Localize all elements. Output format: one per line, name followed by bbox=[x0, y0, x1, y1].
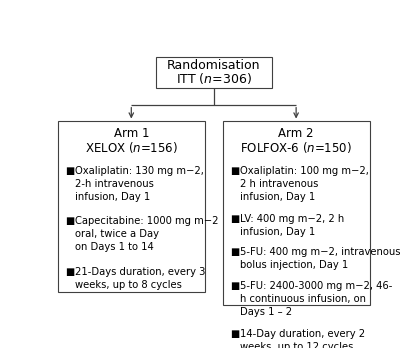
Text: Randomisation: Randomisation bbox=[167, 60, 261, 72]
Text: ■: ■ bbox=[230, 214, 239, 224]
Text: Oxaliplatin: 100 mg m−2,
2 h intravenous
infusion, Day 1: Oxaliplatin: 100 mg m−2, 2 h intravenous… bbox=[240, 166, 369, 202]
Text: Arm 1: Arm 1 bbox=[113, 127, 149, 140]
Text: LV: 400 mg m−2, 2 h
infusion, Day 1: LV: 400 mg m−2, 2 h infusion, Day 1 bbox=[240, 214, 344, 237]
Text: Oxaliplatin: 130 mg m−2,
2-h intravenous
infusion, Day 1: Oxaliplatin: 130 mg m−2, 2-h intravenous… bbox=[75, 166, 204, 202]
Text: 5-FU: 400 mg m−2, intravenous
bolus injection, Day 1: 5-FU: 400 mg m−2, intravenous bolus inje… bbox=[240, 247, 401, 270]
Text: ■: ■ bbox=[230, 166, 239, 176]
Text: ■: ■ bbox=[230, 281, 239, 291]
Text: ■: ■ bbox=[65, 216, 74, 227]
Text: ITT ($n$=306): ITT ($n$=306) bbox=[176, 71, 251, 86]
Text: Capecitabine: 1000 mg m−2
oral, twice a Day
on Days 1 to 14: Capecitabine: 1000 mg m−2 oral, twice a … bbox=[75, 216, 219, 252]
Bar bbox=[223, 121, 369, 305]
Text: XELOX ($n$=156): XELOX ($n$=156) bbox=[85, 140, 178, 155]
Text: 5-FU: 2400-3000 mg m−2, 46-
h continuous infusion, on
Days 1 – 2: 5-FU: 2400-3000 mg m−2, 46- h continuous… bbox=[240, 281, 392, 317]
Text: FOLFOX-6 ($n$=150): FOLFOX-6 ($n$=150) bbox=[240, 140, 352, 155]
Text: ■: ■ bbox=[230, 329, 239, 339]
Text: 14-Day duration, every 2
weeks, up to 12 cycles: 14-Day duration, every 2 weeks, up to 12… bbox=[240, 329, 365, 348]
Bar bbox=[156, 57, 272, 88]
Text: ■: ■ bbox=[65, 166, 74, 176]
Bar bbox=[58, 121, 205, 292]
Text: Arm 2: Arm 2 bbox=[279, 127, 314, 140]
Text: ■: ■ bbox=[65, 267, 74, 277]
Text: ■: ■ bbox=[230, 247, 239, 258]
Text: 21-Days duration, every 3
weeks, up to 8 cycles: 21-Days duration, every 3 weeks, up to 8… bbox=[75, 267, 206, 290]
